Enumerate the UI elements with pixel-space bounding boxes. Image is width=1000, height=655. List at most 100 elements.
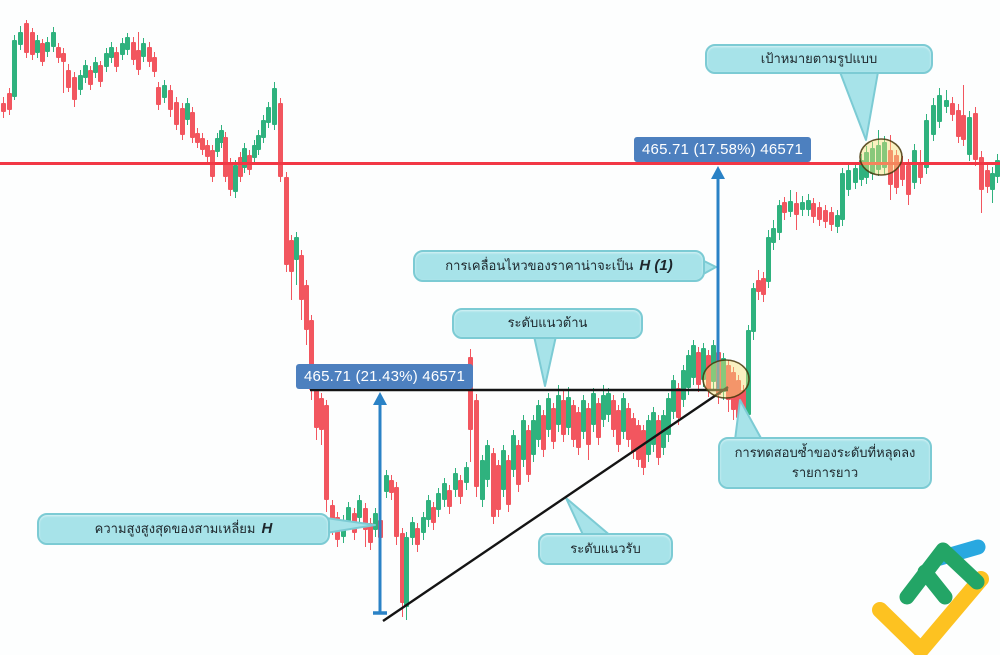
breakout-highlight [702,359,750,399]
candle-body [560,400,566,435]
candle-body [283,177,289,265]
candle-body [863,152,869,178]
candle-body [393,487,399,537]
candle-body [960,115,966,140]
candle-body [500,450,506,490]
candle-body [467,357,473,430]
callout-text: ระดับแนวรับ [570,540,641,556]
candle-body [730,372,736,410]
candle-body [750,288,756,332]
candle-body [735,380,741,418]
candle-body [179,108,185,135]
candle-body [260,120,266,138]
callout-emphasis: H [261,520,273,538]
target-projection-arrow-head [711,166,725,179]
candle-body [989,173,995,190]
candle-body [690,345,696,378]
candle-body [65,70,71,88]
callout-emphasis: H (1) [639,257,673,275]
candle-body [822,210,828,222]
candle-body [222,137,228,177]
triangle-support-line [382,386,729,622]
callout-text: การเคลื่อนไหวของราคาน่าจะเป็น [445,258,634,274]
candle-body [414,528,420,545]
candle-body [17,32,23,45]
candle-body [425,500,431,520]
candle-body [943,100,949,107]
candle-body [781,202,787,213]
candle-body [232,165,238,192]
candle-body [446,490,452,507]
candle-body [288,240,294,272]
candle-body [495,465,501,510]
candle-body [787,201,793,212]
candle-body [520,420,526,460]
candle-body [665,398,671,435]
candle-body [29,32,35,55]
candle-body [765,237,771,282]
candle-body [994,160,1000,177]
candle-body [184,103,190,120]
candle-body [199,138,205,150]
candle-body [173,102,179,125]
candle-body [917,163,923,178]
candle-body [452,473,458,490]
candle-body [911,150,917,183]
candle-body [966,117,972,155]
candle-body [6,93,12,110]
candle-body [770,228,776,243]
candle-body [113,52,119,67]
candle-body [635,425,641,460]
candle-body [893,155,899,188]
price-level-line [0,162,1000,165]
candle-body [251,145,257,158]
candle-body [725,365,731,400]
candle-body [204,145,210,157]
candle-body [430,507,436,523]
triangle-height-arrow-head [373,392,387,405]
candle-body [463,467,469,483]
candle-body [887,150,893,185]
candle-body [620,398,626,432]
candle-body [899,162,905,180]
candle-body [755,280,761,292]
callout-pattern-target: เป้าหมายตามรูปแบบ [705,44,933,74]
candle-body [108,47,114,58]
candle-body [323,405,329,500]
candle-body [441,483,447,500]
candle-body [799,202,805,210]
candle-body [87,70,93,85]
candle-body [972,113,978,160]
candle-body [505,460,511,505]
candle-body [155,87,161,105]
candle-body [525,430,531,475]
candle-body [680,370,686,400]
candle-body [845,170,851,190]
candle-body [92,62,98,73]
candle-body [277,103,283,177]
candle-wick [62,48,65,93]
candle-body [293,237,299,260]
candle-body [0,103,6,112]
candle-body [828,212,834,225]
callout-text-line: รายการยาว [791,465,859,480]
candle-body [383,475,389,492]
candle-body [409,522,415,538]
candle-body [776,205,782,233]
callout-text: เป้าหมายตามรูปแบบ [760,50,878,66]
candle-body [949,103,955,115]
candle-body [540,415,546,450]
candle-body [399,533,405,603]
candle-body [490,453,496,517]
candle-body [905,165,911,195]
target-highlight [859,138,903,176]
candle-body [852,168,858,183]
candle-body [303,285,309,330]
candle-body [955,110,961,137]
candle-body [146,47,152,62]
logo-yellow-check [872,571,989,655]
candle-body [834,215,840,227]
